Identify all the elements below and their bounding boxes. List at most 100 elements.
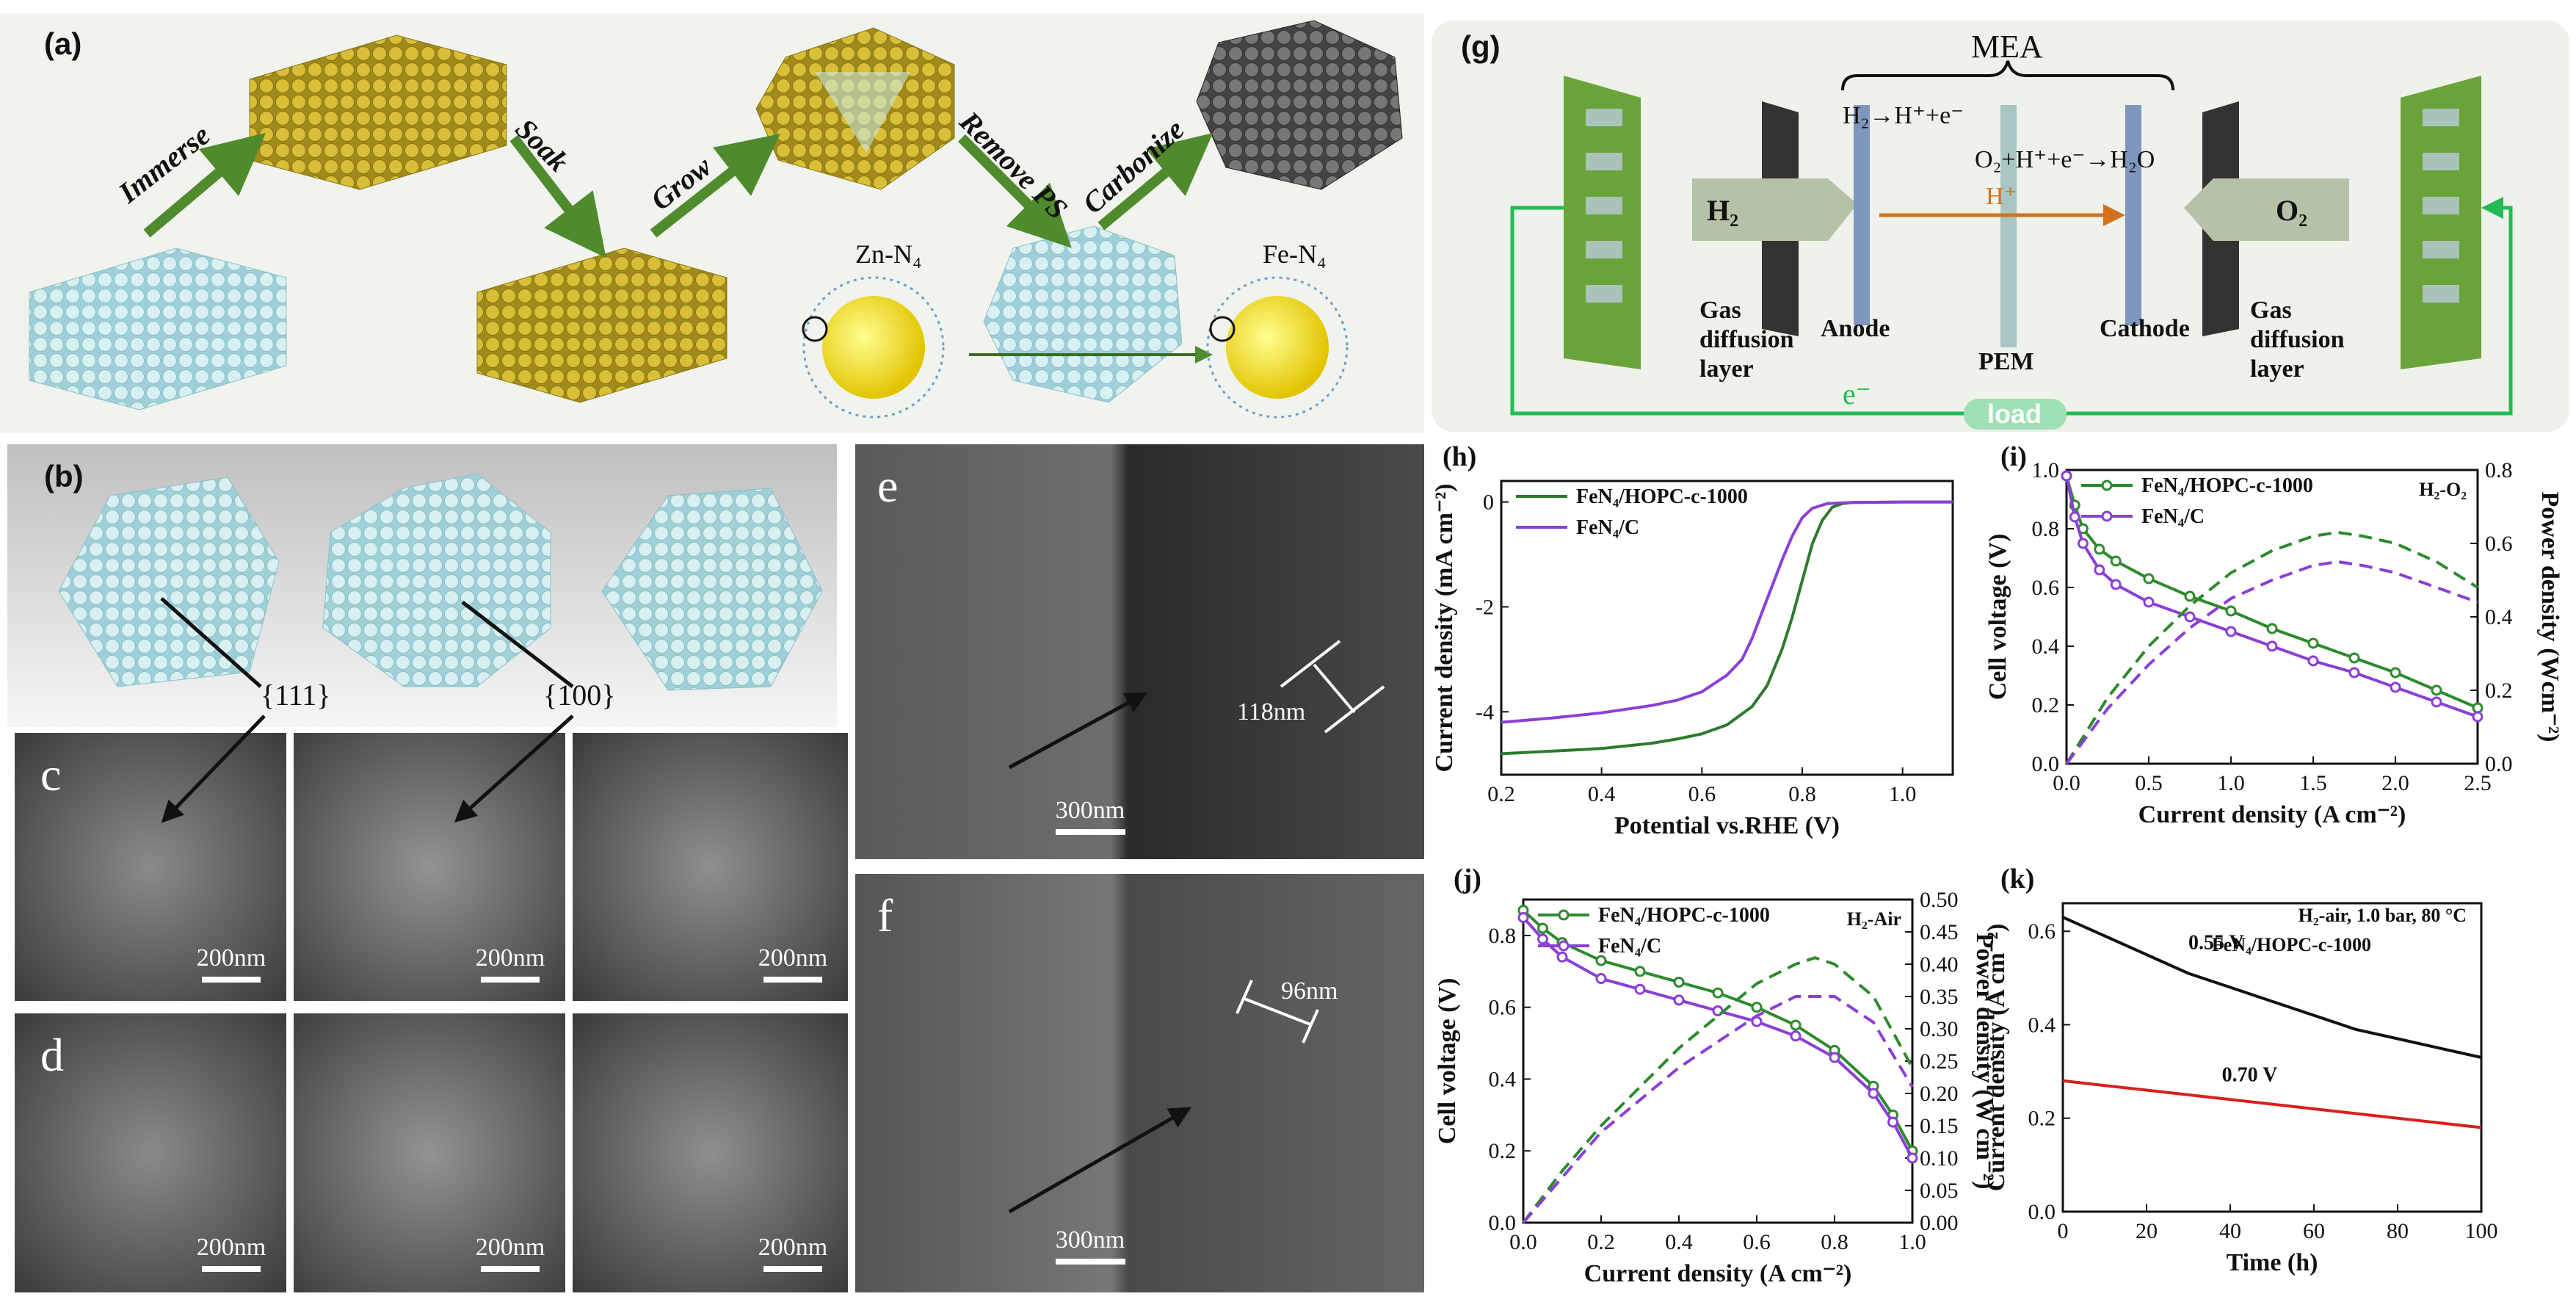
pore-size-f: 96nm: [1281, 977, 1338, 1005]
series-line-3: [2065, 560, 2478, 765]
legend-marker: [1558, 909, 1570, 921]
sem-c-label: c: [40, 748, 62, 800]
data-point: [1537, 933, 1548, 945]
sem-f: f 96nm 300nm: [855, 874, 1424, 1292]
data-point: [2143, 596, 2155, 608]
data-point: [2348, 667, 2360, 679]
y2-tick-label: 0.0: [2485, 752, 2513, 776]
carbonized-polyhedron: [1196, 20, 1403, 190]
x-tick-label: 1.0: [1889, 782, 1917, 806]
y-tick-label: 0: [1483, 491, 1494, 515]
chart-annotation: H₂-air, 1.0 bar, 80 °C: [2299, 905, 2467, 926]
x-tick-label: 2.0: [2381, 771, 2409, 795]
ps-removed-polyhedron: [983, 225, 1183, 403]
fe-n4-label: Fe-N₄: [1263, 239, 1327, 269]
y-tick-label: 0.6: [2028, 919, 2056, 944]
mea-brace: [1841, 60, 2174, 91]
x-tick-label: 40: [2219, 1219, 2241, 1243]
scale-text: 200nm: [475, 944, 545, 972]
fuel-cell-diagram: load e⁻ MEA H₂→H⁺+e⁻ O₂+H⁺+e⁻→H₂O H⁺ H₂ …: [1510, 29, 2513, 430]
zn-n4-label: Zn-N₄: [855, 239, 922, 269]
y2-tick-label: 0.2: [2485, 679, 2513, 703]
sem-e-overlay: 118nm: [1008, 640, 1385, 770]
data-point: [1829, 1052, 1840, 1063]
y-axis-title: Cell voltage (V): [1434, 978, 1461, 1145]
series-line-2: [1522, 956, 1914, 1224]
panel-b-label: (b): [44, 459, 84, 493]
x-tick-label: 0: [2058, 1219, 2069, 1243]
chart-j-label: (j): [1454, 864, 1481, 894]
y2-tick-label: 0.30: [1920, 1017, 1959, 1041]
series-line-1: [2062, 1079, 2482, 1129]
panel-a: (a): [0, 13, 1424, 433]
data-point: [2061, 470, 2072, 482]
x-tick-label: 20: [2136, 1219, 2158, 1243]
series-label: 0.70 V: [2222, 1063, 2278, 1086]
data-point: [2069, 511, 2080, 523]
scale-text: 300nm: [1055, 1226, 1125, 1254]
data-point: [1790, 1019, 1802, 1031]
scale-text: 200nm: [758, 944, 828, 972]
x-tick-label: 2.5: [2464, 771, 2492, 795]
legend-entry: FeN₄/C: [2141, 505, 2205, 528]
y2-axis-title: Power density (Wcm⁻²): [2536, 492, 2564, 742]
series-line-2: [2065, 530, 2479, 765]
y-tick-label: 0.2: [2028, 1107, 2056, 1131]
plot-frame: [1500, 480, 1954, 776]
y-axis-title: Cell voltage (V): [1984, 534, 2011, 701]
truncated-model: [322, 473, 551, 687]
scale-bar-e: 300nm: [1039, 797, 1142, 835]
data-point: [2225, 626, 2237, 637]
legend-entry: FeN₄/HOPC-c-1000: [1598, 904, 1770, 927]
data-point: [1751, 1002, 1763, 1013]
y-tick-label: 0.0: [2032, 752, 2060, 776]
chart-i: (i) 0.0 0.5 1.0 1.5 2.0 2.5 0.0 0.2 0.4 0.6 0.8 1.0…: [1982, 441, 2569, 874]
data-point: [2431, 684, 2442, 696]
x-tick-label: 0.2: [1487, 782, 1515, 806]
y-tick-label: 0.2: [2032, 693, 2060, 717]
y-tick-label: 0.0: [2028, 1200, 2056, 1224]
x-tick-label: 0.6: [1743, 1230, 1771, 1254]
x-tick-label: 0.8: [1788, 782, 1816, 806]
data-point: [2348, 652, 2360, 664]
x-tick-label: 0.0: [1509, 1230, 1537, 1254]
sem-f-label: f: [877, 889, 893, 941]
y-tick-label: 0.2: [1489, 1139, 1517, 1163]
series-line-3: [1522, 995, 1914, 1224]
gdl-right-1: Gas: [2250, 297, 2292, 324]
data-point: [2390, 681, 2401, 693]
data-point: [2225, 605, 2237, 617]
x-tick-label: 60: [2303, 1219, 2325, 1243]
data-point: [2266, 640, 2278, 652]
scale-bar-c2: 200nm: [470, 944, 551, 983]
plot-frame: [2065, 469, 2479, 765]
cathode-reaction: O₂+H⁺+e⁻→H₂O: [1975, 146, 2155, 173]
data-point: [2307, 637, 2319, 649]
sem-d-label: d: [40, 1029, 64, 1081]
chart-j-svg: 0.0 0.2 0.4 0.6 0.8 1.0 0.0 0.2 0.4 0.6 0.8 0.00 0.0…: [1434, 888, 1998, 1287]
pem-layer: [2000, 105, 2017, 347]
sem-d-3: 200nm: [573, 1013, 848, 1292]
data-point: [2431, 696, 2442, 708]
x-tick-label: 0.6: [1688, 782, 1716, 806]
cathode-label: Cathode: [2100, 315, 2190, 342]
scale-bar-f: 300nm: [1039, 1226, 1142, 1265]
y-tick-label: 0.8: [1489, 924, 1517, 948]
panel-b-polyhedra: {111} {100}: [58, 473, 823, 712]
facet-111-label: {111}: [261, 679, 330, 712]
panel-g: (g) load e⁻ MEA H₂→H⁺+e⁻ O₂+H⁺+e⁻→H₂O: [1432, 21, 2569, 432]
legend-entry: FeN₄/C: [1576, 516, 1639, 539]
load-label: load: [1987, 399, 2042, 429]
legend-marker: [1558, 940, 1570, 952]
series-line-1: [1522, 916, 1914, 1159]
y2-tick-label: 0.45: [1920, 920, 1959, 944]
gdl-left-3: layer: [1699, 355, 1754, 383]
data-point: [2094, 543, 2105, 555]
x-tick-label: 0.2: [1587, 1230, 1615, 1254]
proton-label: H⁺: [1986, 183, 2017, 210]
scale-bar-d1: 200nm: [191, 1234, 272, 1272]
data-point: [2184, 611, 2196, 623]
sem-e: e 118nm 300nm: [855, 444, 1424, 859]
series-line-1: [1501, 500, 1953, 724]
y2-tick-label: 0.40: [1920, 952, 1959, 977]
